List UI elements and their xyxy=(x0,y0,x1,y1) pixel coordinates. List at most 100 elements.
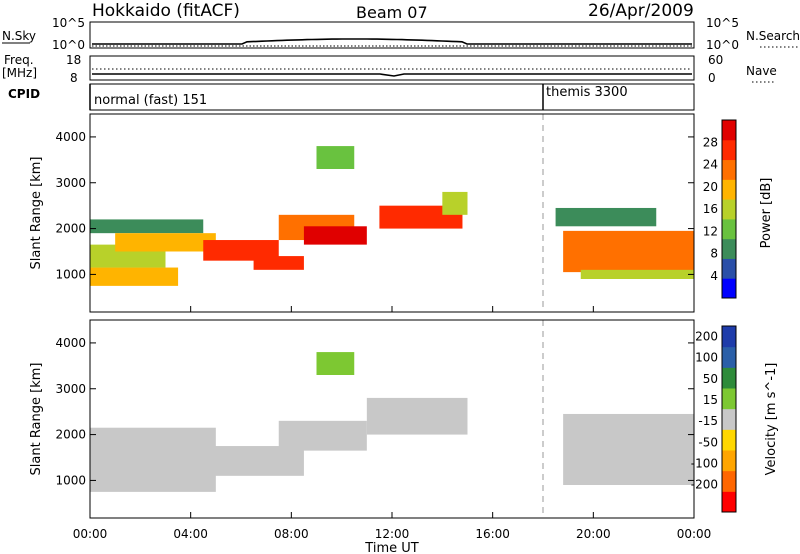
beam-title: Beam 07 xyxy=(356,3,428,22)
x-tick-label: 16:00 xyxy=(475,527,510,541)
cpid-panel: CPID normal (fast) 151 themis 3300 xyxy=(8,83,695,111)
colorbar-swatch xyxy=(722,450,736,472)
colorbar-swatch xyxy=(722,408,736,430)
nave-right-label: Nave xyxy=(746,64,777,78)
x-axis-label: Time UT xyxy=(364,541,418,554)
x-tick-label: 08:00 xyxy=(274,527,309,541)
data-region xyxy=(90,427,216,492)
velocity-ylabel: Slant Range [km] xyxy=(29,363,44,476)
colorbar-swatch xyxy=(722,346,736,368)
colorbar-tick-label: 20 xyxy=(703,180,718,194)
y-tick-label: 2000 xyxy=(55,222,86,236)
noise-left-label: N.Sky xyxy=(2,29,36,43)
colorbar-swatch xyxy=(722,429,736,451)
date-title: 26/Apr/2009 xyxy=(588,1,694,21)
y-tick-label: 4000 xyxy=(55,130,86,144)
power-data-cells xyxy=(90,146,694,286)
colorbar-tick-label: -15 xyxy=(698,414,718,428)
colorbar-tick-label: 8 xyxy=(710,247,718,261)
colorbar-tick-label: -50 xyxy=(698,435,718,449)
colorbar-frame xyxy=(721,325,737,513)
colorbar-swatch xyxy=(722,139,736,161)
power-colorbar-label: Power [dB] xyxy=(759,178,774,249)
velocity-panel: 1000 2000 3000 4000 00:00 04:00 08:00 12:00 16:… xyxy=(29,319,779,554)
data-region xyxy=(316,146,355,169)
colorbar-tick-label: 200 xyxy=(695,330,718,344)
station-title: Hokkaido (fitACF) xyxy=(92,1,240,21)
velocity-data-cells xyxy=(90,352,694,492)
colorbar-frame xyxy=(721,119,737,299)
data-region xyxy=(115,233,216,252)
data-region xyxy=(90,219,204,234)
cpid-label: CPID xyxy=(8,87,40,101)
x-tick-label: 00:00 xyxy=(73,527,108,541)
freq-left-tick-top: 18 xyxy=(66,53,81,67)
y-tick-label: 1000 xyxy=(55,267,86,281)
x-tick-label: 20:00 xyxy=(576,527,611,541)
colorbar-swatch xyxy=(722,179,736,200)
colorbar-tick-label: -200 xyxy=(691,478,718,492)
colorbar-swatch xyxy=(722,199,736,220)
data-region xyxy=(203,240,279,261)
noise-sky-trace xyxy=(92,38,692,45)
noise-panel-frame xyxy=(89,21,695,49)
colorbar-tick-label: 50 xyxy=(703,372,718,386)
x-tick-label: 04:00 xyxy=(173,527,208,541)
noise-right-label: N.Search xyxy=(746,29,800,43)
colorbar-tick-label: 24 xyxy=(703,158,718,172)
colorbar-swatch xyxy=(722,388,736,410)
noise-left-tick-top: 10^5 xyxy=(52,16,85,30)
frequency-trace xyxy=(92,73,692,77)
freq-left-unit: [MHz] xyxy=(2,66,37,80)
y-tick-label: 4000 xyxy=(55,336,86,350)
colorbar-swatch xyxy=(722,258,736,279)
colorbar-tick-label: 16 xyxy=(703,202,718,216)
colorbar-tick-label: 15 xyxy=(703,393,718,407)
velocity-colorbar-label-text: Velocity [m s^-1] xyxy=(764,363,779,476)
nave-right-tick-bottom: 0 xyxy=(708,71,716,85)
colorbar-tick-label: 28 xyxy=(703,135,718,149)
velocity-x-axis: 00:00 04:00 08:00 12:00 16:00 20:00 00:00 xyxy=(73,512,711,541)
power-ylabel: Slant Range [km] xyxy=(29,157,44,270)
data-region xyxy=(90,267,179,286)
data-region xyxy=(253,256,304,270)
freq-left-label: Freq. xyxy=(4,53,34,67)
velocity-colorbar-label: Velocity [m s^-1] xyxy=(764,363,779,476)
data-region xyxy=(563,413,694,485)
power-x-ticks xyxy=(89,306,695,312)
cpid-mode-normal: normal (fast) 151 xyxy=(94,93,207,108)
data-region xyxy=(366,397,468,435)
data-region xyxy=(316,352,355,375)
colorbar-swatch xyxy=(722,470,736,492)
colorbar-swatch xyxy=(722,491,736,513)
data-region xyxy=(555,207,657,227)
x-tick-label: 12:00 xyxy=(375,527,410,541)
colorbar-swatch xyxy=(722,367,736,389)
noise-right-tick-bottom: 10^0 xyxy=(706,38,739,52)
cpid-mode-themis: themis 3300 xyxy=(546,85,628,100)
y-tick-label: 3000 xyxy=(55,176,86,190)
data-region xyxy=(278,420,367,451)
power-panel: 1000 2000 3000 4000 Slant Range [km] 28 24 20… xyxy=(29,113,774,313)
noise-left-tick-bottom: 10^0 xyxy=(52,38,85,52)
noise-right-tick-top: 10^5 xyxy=(706,16,739,30)
data-region xyxy=(379,205,463,229)
y-tick-label: 3000 xyxy=(55,382,86,396)
velocity-y-axis: 1000 2000 3000 4000 xyxy=(55,336,694,487)
y-tick-label: 2000 xyxy=(55,428,86,442)
velocity-colorbar: 200 100 50 15 -15 -50 -100 -200 xyxy=(691,325,737,513)
y-tick-label: 1000 xyxy=(55,473,86,487)
freq-left-tick-bottom: 8 xyxy=(70,71,78,85)
colorbar-swatch xyxy=(722,159,736,180)
power-y-axis: 1000 2000 3000 4000 xyxy=(55,130,694,281)
noise-panel: N.Sky 10^5 10^0 10^5 10^0 N.Search xyxy=(2,16,800,52)
data-region xyxy=(303,226,367,245)
colorbar-swatch xyxy=(722,238,736,259)
colorbar-tick-label: -100 xyxy=(691,456,718,470)
data-region xyxy=(563,230,694,273)
colorbar-tick-label: 100 xyxy=(695,351,718,365)
colorbar-tick-label: 12 xyxy=(703,224,718,238)
data-region xyxy=(203,446,304,476)
colorbar-swatch xyxy=(722,326,736,348)
